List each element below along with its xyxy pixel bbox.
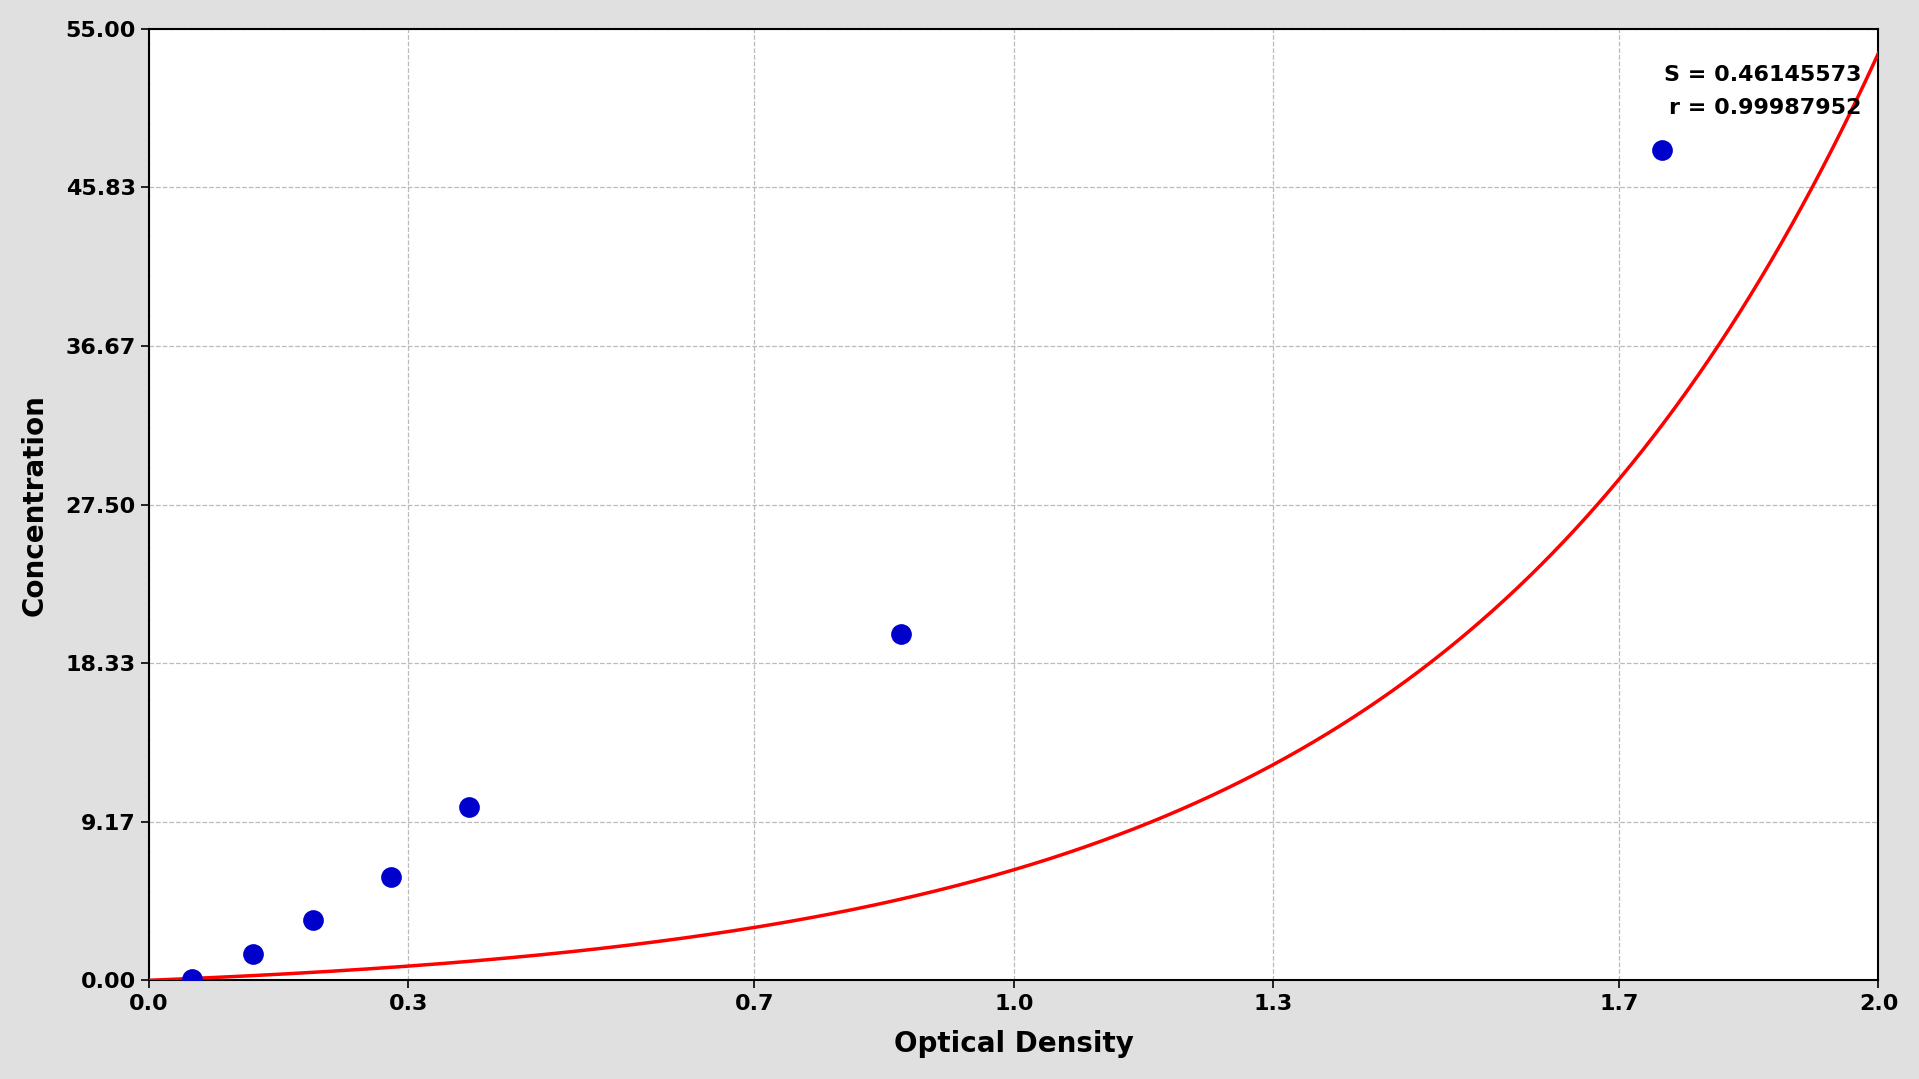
Point bbox=[238, 945, 269, 962]
Point bbox=[376, 868, 407, 885]
Y-axis label: Concentration: Concentration bbox=[21, 394, 48, 615]
Text: S = 0.46145573
r = 0.99987952: S = 0.46145573 r = 0.99987952 bbox=[1664, 65, 1861, 118]
Point bbox=[177, 970, 207, 987]
X-axis label: Optical Density: Optical Density bbox=[894, 1030, 1134, 1058]
Point bbox=[887, 626, 917, 643]
Point bbox=[297, 911, 328, 928]
Point bbox=[1647, 141, 1677, 159]
Point bbox=[453, 798, 484, 816]
